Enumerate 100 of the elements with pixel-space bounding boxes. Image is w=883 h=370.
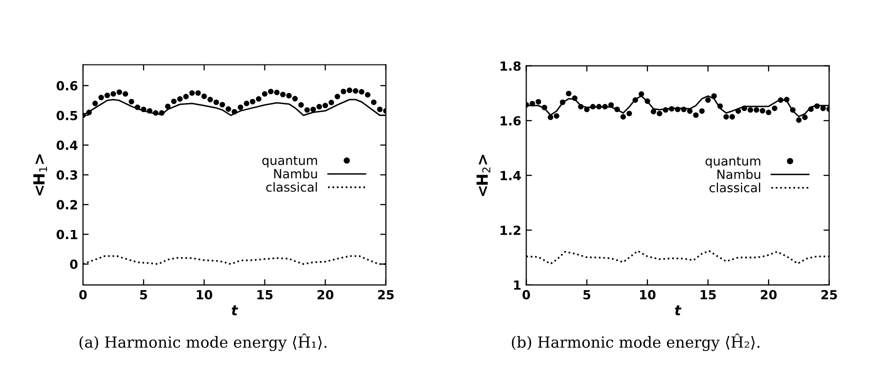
y-tick-label: 0 bbox=[70, 260, 78, 269]
point bbox=[152, 110, 158, 116]
point bbox=[370, 99, 377, 106]
point bbox=[674, 106, 680, 112]
y-tick-label: 0.4 bbox=[56, 140, 78, 150]
x-tick-label: 0 bbox=[522, 290, 530, 300]
point bbox=[189, 90, 195, 96]
point bbox=[220, 102, 226, 108]
point bbox=[644, 98, 650, 104]
y-tick-label: 1.8 bbox=[500, 61, 521, 71]
point bbox=[158, 110, 165, 116]
point bbox=[201, 94, 207, 100]
point bbox=[268, 88, 274, 94]
point bbox=[808, 106, 814, 112]
point bbox=[790, 107, 796, 113]
point bbox=[122, 91, 128, 97]
point bbox=[86, 110, 92, 116]
y-tick-label: 0.2 bbox=[56, 200, 78, 210]
point bbox=[614, 106, 620, 112]
point bbox=[128, 98, 134, 104]
point bbox=[632, 97, 638, 103]
legend-label: classical bbox=[709, 182, 760, 192]
point bbox=[274, 90, 280, 96]
legend-label: Nambu bbox=[274, 168, 317, 178]
point bbox=[554, 113, 560, 119]
point bbox=[183, 94, 189, 100]
point bbox=[693, 112, 699, 118]
point bbox=[796, 117, 802, 123]
y-tick-label: 1.4 bbox=[500, 171, 521, 180]
x-tick-label: 15 bbox=[257, 290, 273, 300]
point bbox=[262, 91, 268, 97]
point bbox=[802, 114, 808, 120]
point bbox=[656, 110, 662, 116]
point bbox=[760, 108, 766, 114]
x-tick-label: 0 bbox=[79, 290, 87, 300]
point bbox=[244, 100, 250, 106]
legend-label: quantum bbox=[262, 156, 317, 168]
point bbox=[602, 104, 608, 110]
point bbox=[729, 114, 735, 120]
point bbox=[548, 114, 554, 120]
point bbox=[165, 104, 171, 110]
x-tick-label: 5 bbox=[583, 290, 590, 300]
y-tick-label: 0.6 bbox=[56, 81, 78, 90]
point bbox=[334, 94, 340, 100]
point bbox=[638, 91, 644, 97]
point bbox=[298, 102, 304, 108]
point bbox=[304, 107, 310, 113]
point bbox=[536, 98, 542, 105]
y-tick-label: 1.6 bbox=[500, 116, 521, 126]
point bbox=[814, 103, 820, 109]
point bbox=[662, 107, 668, 113]
point bbox=[140, 106, 146, 112]
point bbox=[530, 100, 536, 106]
point bbox=[213, 99, 220, 106]
point bbox=[322, 102, 328, 108]
text: (b) Harmonic mode energy ⟨Ĥ₂⟩. bbox=[512, 333, 760, 352]
point bbox=[104, 92, 110, 98]
point bbox=[146, 108, 152, 114]
point bbox=[650, 108, 656, 114]
x-axis-title: t bbox=[674, 305, 682, 316]
point bbox=[134, 104, 140, 110]
point bbox=[608, 102, 614, 108]
point bbox=[668, 106, 674, 112]
point bbox=[572, 95, 578, 101]
point bbox=[207, 96, 213, 102]
text: (a) Harmonic mode energy ⟨Ĥ₁⟩. bbox=[80, 333, 326, 352]
point bbox=[680, 106, 687, 112]
point bbox=[364, 92, 370, 98]
point bbox=[778, 97, 784, 103]
point bbox=[316, 104, 322, 110]
point bbox=[578, 104, 584, 110]
y-tick-label: 1 bbox=[514, 280, 521, 290]
point bbox=[717, 103, 723, 109]
y-axis-title: <H$_{2}$> bbox=[476, 154, 490, 196]
point bbox=[742, 106, 748, 112]
point bbox=[340, 88, 346, 94]
point bbox=[699, 108, 705, 114]
point bbox=[292, 96, 298, 102]
point bbox=[723, 114, 729, 120]
legend-label: quantum bbox=[706, 156, 760, 168]
point bbox=[772, 106, 778, 112]
point bbox=[352, 88, 358, 94]
point bbox=[584, 106, 590, 112]
x-tick-label: 5 bbox=[140, 290, 148, 300]
point bbox=[346, 88, 352, 94]
x-tick-label: 20 bbox=[318, 290, 334, 300]
x-tick-label: 25 bbox=[821, 290, 837, 300]
y-tick-label: 0.3 bbox=[56, 170, 78, 180]
point bbox=[310, 106, 316, 112]
point bbox=[748, 107, 754, 113]
point bbox=[328, 100, 334, 106]
legend-label: classical bbox=[266, 182, 317, 192]
point bbox=[626, 110, 632, 116]
point bbox=[590, 104, 596, 110]
point bbox=[110, 91, 116, 97]
x-axis-title: t bbox=[232, 305, 238, 316]
point bbox=[736, 108, 742, 114]
point bbox=[238, 104, 244, 110]
y-tick-label: 0.1 bbox=[56, 230, 78, 240]
point bbox=[711, 93, 717, 99]
